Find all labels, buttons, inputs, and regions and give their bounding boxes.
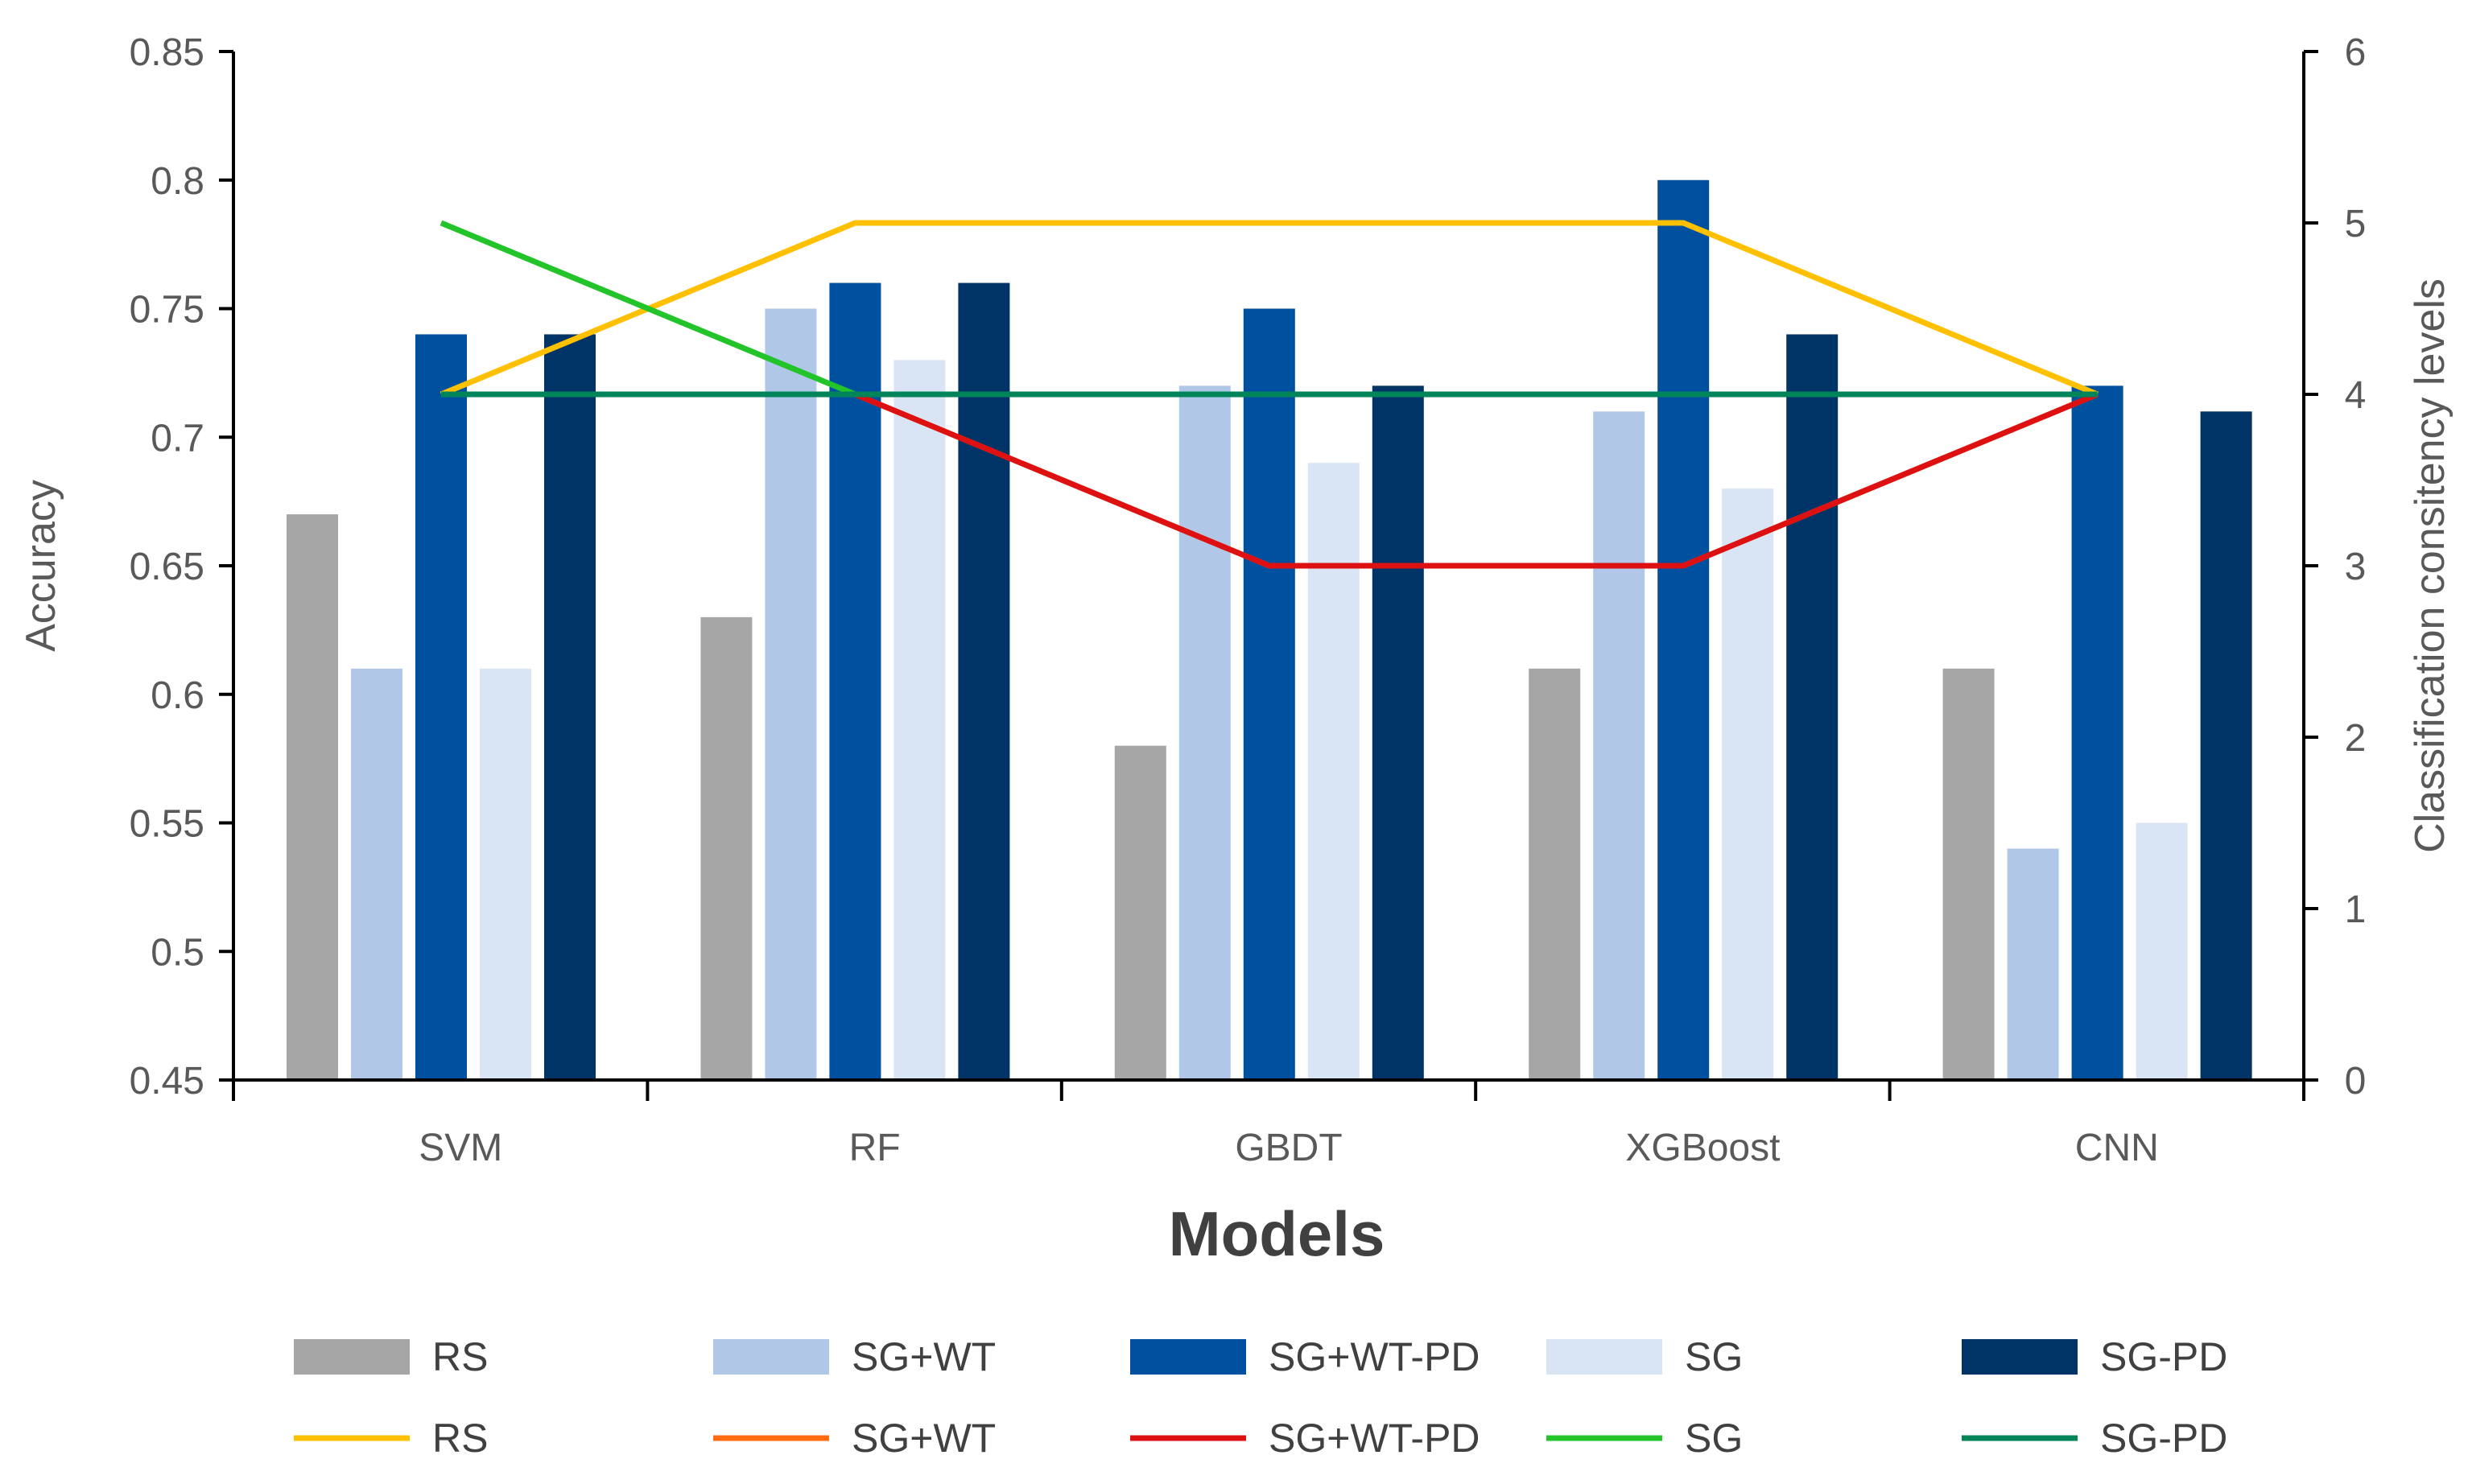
bar bbox=[1307, 463, 1360, 1080]
bar bbox=[351, 668, 402, 1080]
bar bbox=[1529, 668, 1581, 1080]
y2-tick-label: 0 bbox=[2345, 1060, 2367, 1103]
legend-bar-swatch bbox=[1130, 1339, 1246, 1375]
bars bbox=[287, 179, 2252, 1081]
y2-axis-title: Classification consitency levels bbox=[2407, 278, 2454, 853]
bar bbox=[1722, 488, 1774, 1080]
legend-bar-label: SG+WT-PD bbox=[1269, 1334, 1480, 1379]
bar bbox=[2200, 411, 2252, 1080]
y2-tick-label: 4 bbox=[2345, 374, 2367, 417]
bar bbox=[1114, 745, 1166, 1080]
legend-bar-label: SG-PD bbox=[2100, 1334, 2227, 1379]
bar bbox=[2007, 848, 2059, 1080]
y2-tick-label: 2 bbox=[2345, 717, 2367, 760]
legend-line-label: SG bbox=[1685, 1416, 1743, 1461]
y-tick-label: 0.75 bbox=[130, 289, 204, 332]
y-tick-label: 0.7 bbox=[151, 417, 204, 460]
bar bbox=[1593, 411, 1645, 1080]
y2-tick-label: 1 bbox=[2345, 888, 2367, 931]
bar bbox=[544, 334, 596, 1080]
bar bbox=[2071, 385, 2123, 1081]
legend-bar-swatch bbox=[294, 1339, 410, 1375]
y-tick-label: 0.6 bbox=[151, 674, 204, 717]
lines bbox=[440, 220, 2099, 569]
x-tick-label: RF bbox=[849, 1127, 901, 1169]
bar bbox=[287, 514, 338, 1080]
y-tick-label: 0.85 bbox=[130, 31, 204, 74]
legend-line-label: SG+WT-PD bbox=[1269, 1416, 1480, 1461]
x-tick-label: CNN bbox=[2075, 1127, 2159, 1169]
bar bbox=[2136, 822, 2188, 1080]
bar bbox=[1657, 179, 1710, 1080]
bar bbox=[480, 668, 531, 1080]
y2-tick-label: 5 bbox=[2345, 203, 2367, 245]
y-tick-label: 0.8 bbox=[151, 160, 204, 203]
y2-tick-label: 6 bbox=[2345, 31, 2367, 74]
y-tick-label: 0.55 bbox=[130, 803, 204, 846]
legend-bar-swatch bbox=[713, 1339, 829, 1375]
y-axis-title: Accuracy bbox=[18, 480, 64, 652]
y-tick-label: 0.65 bbox=[130, 546, 204, 588]
bar bbox=[1178, 385, 1231, 1081]
bar bbox=[894, 360, 946, 1080]
legend-line-label: SG+WT bbox=[852, 1416, 996, 1461]
legend-bar-swatch bbox=[1962, 1339, 2078, 1375]
y2-tick-label: 3 bbox=[2345, 546, 2367, 588]
y-tick-label: 0.45 bbox=[130, 1060, 204, 1103]
x-tick-label: XGBoost bbox=[1625, 1127, 1780, 1169]
bar bbox=[829, 282, 881, 1080]
legend-bar-label: RS bbox=[432, 1334, 488, 1379]
bar bbox=[765, 308, 817, 1080]
bar bbox=[958, 282, 1010, 1080]
bar bbox=[1786, 334, 1839, 1080]
legend: RS SG+WT SG+WT-PD SG SG-PD RS SG+WT SG+WT-PD SG S… bbox=[294, 1334, 2227, 1461]
tick-labels: 0.45 0.5 0.55 0.6 0.65 0.7 0.75 0.8 0.85 0 1 2 3 4 5 6 S… bbox=[130, 31, 2367, 1169]
legend-line-label: RS bbox=[432, 1416, 488, 1461]
legend-bar-label: SG bbox=[1685, 1334, 1743, 1379]
bar bbox=[415, 334, 467, 1080]
legend-bar-label: SG+WT bbox=[852, 1334, 996, 1379]
x-axis-title: Models bbox=[1169, 1198, 1385, 1269]
y-tick-label: 0.5 bbox=[151, 931, 204, 974]
legend-line-label: SG-PD bbox=[2100, 1416, 2227, 1461]
bar bbox=[1243, 308, 1295, 1080]
legend-bar-swatch bbox=[1546, 1339, 1662, 1375]
bar bbox=[1942, 668, 1995, 1080]
x-tick-label: GBDT bbox=[1235, 1127, 1342, 1169]
x-tick-label: SVM bbox=[419, 1127, 502, 1169]
series-line bbox=[440, 220, 2099, 398]
bar bbox=[1372, 385, 1424, 1081]
bar bbox=[700, 616, 753, 1080]
